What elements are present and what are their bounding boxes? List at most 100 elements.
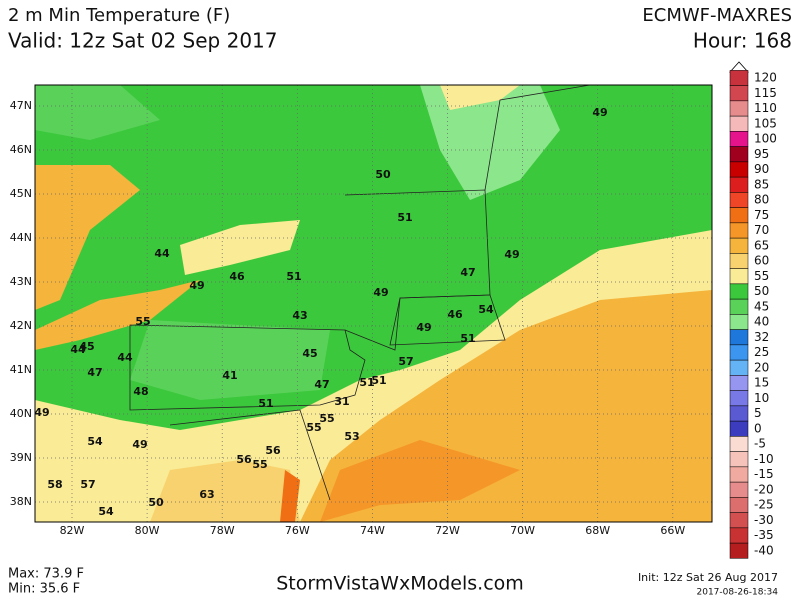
station-value: 49 [34, 406, 49, 419]
colorbar-label: -25 [754, 498, 774, 512]
colorbar-swatch [729, 283, 749, 300]
map-frame [34, 84, 713, 523]
colorbar-swatch [729, 237, 749, 254]
station-value: 57 [80, 478, 95, 491]
station-value: 57 [398, 355, 413, 368]
graticule [35, 85, 712, 522]
colorbar-label: 60 [754, 254, 769, 268]
station-value: 54 [87, 435, 103, 448]
station-value: 49 [189, 279, 204, 292]
station-value: 58 [47, 478, 62, 491]
max-temp: Max: 73.9 F [8, 567, 84, 582]
lon-label: 74W [360, 524, 385, 537]
bay [280, 470, 300, 522]
lat-label: 39N [10, 451, 32, 464]
station-value: 56 [265, 444, 281, 457]
lat-label: 46N [10, 143, 32, 156]
valid-time: Valid: 12z Sat 02 Sep 2017 [8, 29, 278, 53]
colorbar-swatch [729, 298, 749, 315]
station-value: 47 [87, 366, 102, 379]
colorbar-label: 95 [754, 147, 769, 161]
station-value: 55 [135, 315, 150, 328]
lon-label: 68W [585, 524, 610, 537]
borders [129, 84, 591, 501]
lake [35, 280, 200, 350]
colorbar-swatch [729, 405, 749, 422]
colorbar-label: 25 [754, 345, 769, 359]
ocean [320, 440, 520, 522]
colorbar-swatch [729, 207, 749, 224]
warm-zone [150, 460, 300, 522]
colorbar-label: 70 [754, 223, 769, 237]
station-value: 47 [460, 266, 475, 279]
colorbar-label: 5 [754, 406, 762, 420]
colorbar-swatch [729, 131, 749, 147]
colorbar-label: 100 [754, 132, 777, 146]
station-value: 63 [199, 488, 214, 501]
station-value: 45 [302, 347, 317, 360]
colorbar-swatch [729, 390, 749, 407]
colorbar-swatch [729, 420, 749, 437]
lon-label: 76W [285, 524, 310, 537]
station-value: 49 [592, 106, 607, 119]
colorbar-label: -35 [754, 528, 774, 542]
colorbar-label: 120 [754, 71, 777, 85]
colorbar-swatch [729, 314, 749, 330]
lat-label: 43N [10, 275, 32, 288]
forecast-hour: Hour: 168 [693, 29, 792, 53]
station-value: 44 [70, 343, 86, 356]
station-value: 48 [133, 385, 148, 398]
colorbar-swatch [729, 85, 749, 102]
colorbar-swatch [729, 344, 749, 361]
station-value: 54 [478, 303, 494, 316]
colorbar-swatch [729, 161, 749, 178]
station-value: 50 [375, 168, 391, 181]
colorbar-swatch [729, 253, 749, 269]
lon-label: 66W [660, 524, 685, 537]
shade [420, 85, 560, 200]
lon-label: 80W [135, 524, 160, 537]
colorbar-label: 45 [754, 299, 769, 313]
station-value: 51 [258, 397, 273, 410]
lat-label: 45N [10, 187, 32, 200]
station-value: 46 [229, 270, 245, 283]
station-value: 46 [447, 308, 463, 321]
colorbar-swatch [729, 268, 749, 285]
colorbar-label: -40 [754, 543, 774, 557]
lat-label: 42N [10, 319, 32, 332]
site-name: StormVistaWxModels.com [276, 573, 524, 595]
colorbar-label: 105 [754, 116, 777, 130]
lon-label: 72W [435, 524, 460, 537]
colorbar-swatch [729, 512, 749, 529]
colorbar-label: 15 [754, 376, 769, 390]
colorbar-label: 75 [754, 208, 769, 222]
lat-label: 47N [10, 99, 32, 112]
station-value: 55 [306, 421, 321, 434]
colorbar-swatch [729, 451, 749, 468]
lon-label: 82W [60, 524, 85, 537]
colorbar-label: 110 [754, 101, 777, 115]
lon-label: 78W [210, 524, 235, 537]
shade [35, 85, 160, 140]
colorbar-label: -15 [754, 467, 774, 481]
station-value: 55 [319, 412, 334, 425]
colorbar: 1201151101051009590858075706560555045403… [729, 61, 777, 559]
colorbar-swatch [729, 359, 749, 376]
min-temp: Min: 35.6 F [8, 582, 80, 597]
shade [130, 320, 330, 400]
colorbar-swatch [729, 115, 749, 132]
colorbar-label: 20 [754, 360, 769, 374]
station-value: 51 [371, 374, 386, 387]
colorbar-label: -30 [754, 513, 774, 527]
colorbar-swatch [729, 100, 749, 117]
station-value: 41 [222, 369, 237, 382]
station-value: 51 [460, 332, 475, 345]
shade [35, 165, 140, 310]
colorbar-label: 50 [754, 284, 769, 298]
shade [440, 85, 520, 110]
timestamp: 2017-08-26-18:34 [697, 588, 779, 598]
